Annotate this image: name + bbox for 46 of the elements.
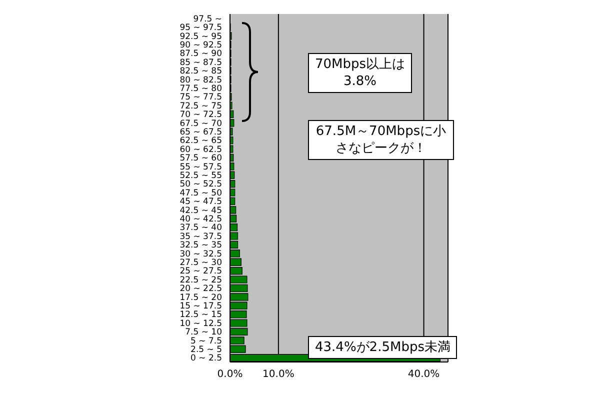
y-tick-label: 95 ~ 97.5: [180, 23, 222, 34]
y-tick-label: 5 ~ 7.5: [190, 336, 222, 346]
y-tick-label: 12.5 ~ 15: [180, 310, 222, 320]
y-tick-label: 2.5 ~ 5: [190, 344, 222, 355]
y-tick-label: 27.5 ~ 30: [180, 258, 222, 268]
y-tick-label: 62.5 ~ 65: [180, 136, 222, 146]
y-tick-label: 42.5 ~ 45: [180, 206, 222, 216]
y-tick-label: 30 ~ 32.5: [180, 249, 222, 260]
y-tick-label: 80 ~ 82.5: [180, 75, 222, 86]
y-tick-label: 25 ~ 27.5: [180, 266, 222, 277]
y-tick-label: 67.5 ~ 70: [180, 118, 222, 129]
y-tick-label: 92.5 ~ 95: [180, 32, 222, 42]
y-tick-label: 90 ~ 92.5: [180, 40, 222, 50]
y-tick-label: 40 ~ 42.5: [180, 214, 222, 224]
y-tick-label: 35 ~ 37.5: [180, 232, 222, 242]
y-tick-label: 47.5 ~ 50: [180, 188, 222, 198]
y-tick-label: 52.5 ~ 55: [180, 170, 222, 181]
annotation: 70Mbps以上は 3.8%: [308, 53, 412, 93]
y-tick-label: 15 ~ 17.5: [180, 301, 222, 312]
y-tick-label: 55 ~ 57.5: [180, 162, 222, 172]
y-tick-label: 87.5 ~ 90: [180, 49, 222, 60]
y-tick-label: 85 ~ 87.5: [180, 58, 222, 68]
annotation: 67.5M～70Mbpsに小さなピークが！: [308, 120, 454, 160]
y-tick-label: 17.5 ~ 20: [180, 292, 222, 303]
y-tick-label: 72.5 ~ 75: [180, 101, 222, 112]
y-tick-label: 70 ~ 72.5: [180, 110, 222, 120]
y-tick-label: 10 ~ 12.5: [180, 318, 222, 329]
y-tick-label: 45 ~ 47.5: [180, 197, 222, 208]
y-tick-label: 50 ~ 52.5: [180, 180, 222, 190]
y-tick-label: 37.5 ~ 40: [180, 223, 222, 234]
y-tick-label: 20 ~ 22.5: [180, 284, 222, 294]
y-tick-label: 82.5 ~ 85: [180, 66, 222, 77]
annotation: 43.4%が2.5Mbps未満: [308, 336, 458, 359]
x-tick-label: 10.0%: [262, 369, 294, 380]
y-tick-label: 65 ~ 67.5: [180, 127, 222, 138]
y-tick-label: 60 ~ 62.5: [180, 144, 222, 155]
x-tick-label: 0.0%: [217, 369, 243, 380]
y-tick-label: 57.5 ~ 60: [180, 154, 222, 164]
y-tick-label: 7.5 ~ 10: [185, 328, 222, 338]
y-tick-label: 77.5 ~ 80: [180, 84, 222, 94]
y-tick-label: 97.5 ~: [193, 14, 222, 24]
y-tick-label: 75 ~ 77.5: [180, 92, 222, 103]
x-tick-label: 40.0%: [408, 369, 440, 380]
y-tick-label: 32.5 ~ 35: [180, 240, 222, 251]
y-tick-label: 22.5 ~ 25: [180, 275, 222, 286]
y-tick-label: 0 ~ 2.5: [190, 354, 222, 364]
